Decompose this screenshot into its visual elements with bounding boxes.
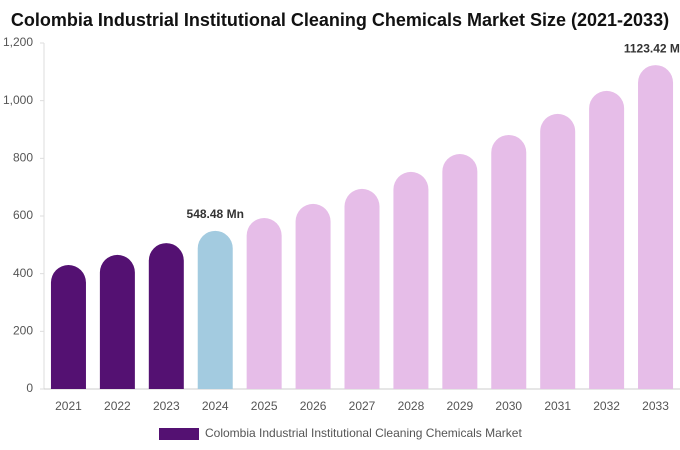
y-tick-label: 0	[26, 381, 33, 395]
legend-swatch	[159, 428, 199, 440]
bar	[246, 218, 282, 389]
bar	[295, 203, 331, 389]
y-tick-label: 200	[13, 324, 33, 338]
y-tick-label: 1,200	[3, 35, 33, 49]
bar	[344, 188, 380, 389]
bar	[50, 265, 86, 389]
x-tick-label: 2024	[202, 399, 229, 413]
x-tick-label: 2029	[446, 399, 473, 413]
bar	[197, 230, 233, 389]
bar	[393, 171, 429, 389]
x-tick-label: 2033	[642, 399, 669, 413]
x-tick-label: 2031	[544, 399, 571, 413]
chart-title: Colombia Industrial Institutional Cleani…	[11, 10, 669, 30]
bar	[540, 113, 576, 389]
legend-label: Colombia Industrial Institutional Cleani…	[205, 426, 522, 440]
x-tick-label: 2022	[104, 399, 131, 413]
x-tick-label: 2030	[495, 399, 522, 413]
x-tick-label: 2032	[593, 399, 620, 413]
value-label: 548.48 Mn	[187, 207, 244, 221]
y-tick-label: 1,000	[3, 93, 33, 107]
value-label: 1123.42 Mn	[624, 41, 680, 55]
bar	[442, 154, 478, 389]
x-tick-label: 2028	[398, 399, 425, 413]
y-tick-label: 800	[13, 151, 33, 165]
bar	[99, 254, 135, 389]
x-tick-label: 2021	[55, 399, 82, 413]
x-tick-label: 2025	[251, 399, 278, 413]
bar	[148, 243, 184, 389]
bar	[491, 134, 527, 389]
x-tick-label: 2026	[300, 399, 327, 413]
x-tick-label: 2027	[349, 399, 376, 413]
bar	[638, 65, 674, 389]
x-tick-label: 2023	[153, 399, 180, 413]
y-tick-label: 600	[13, 208, 33, 222]
y-tick-label: 400	[13, 266, 33, 280]
bar	[589, 90, 625, 389]
